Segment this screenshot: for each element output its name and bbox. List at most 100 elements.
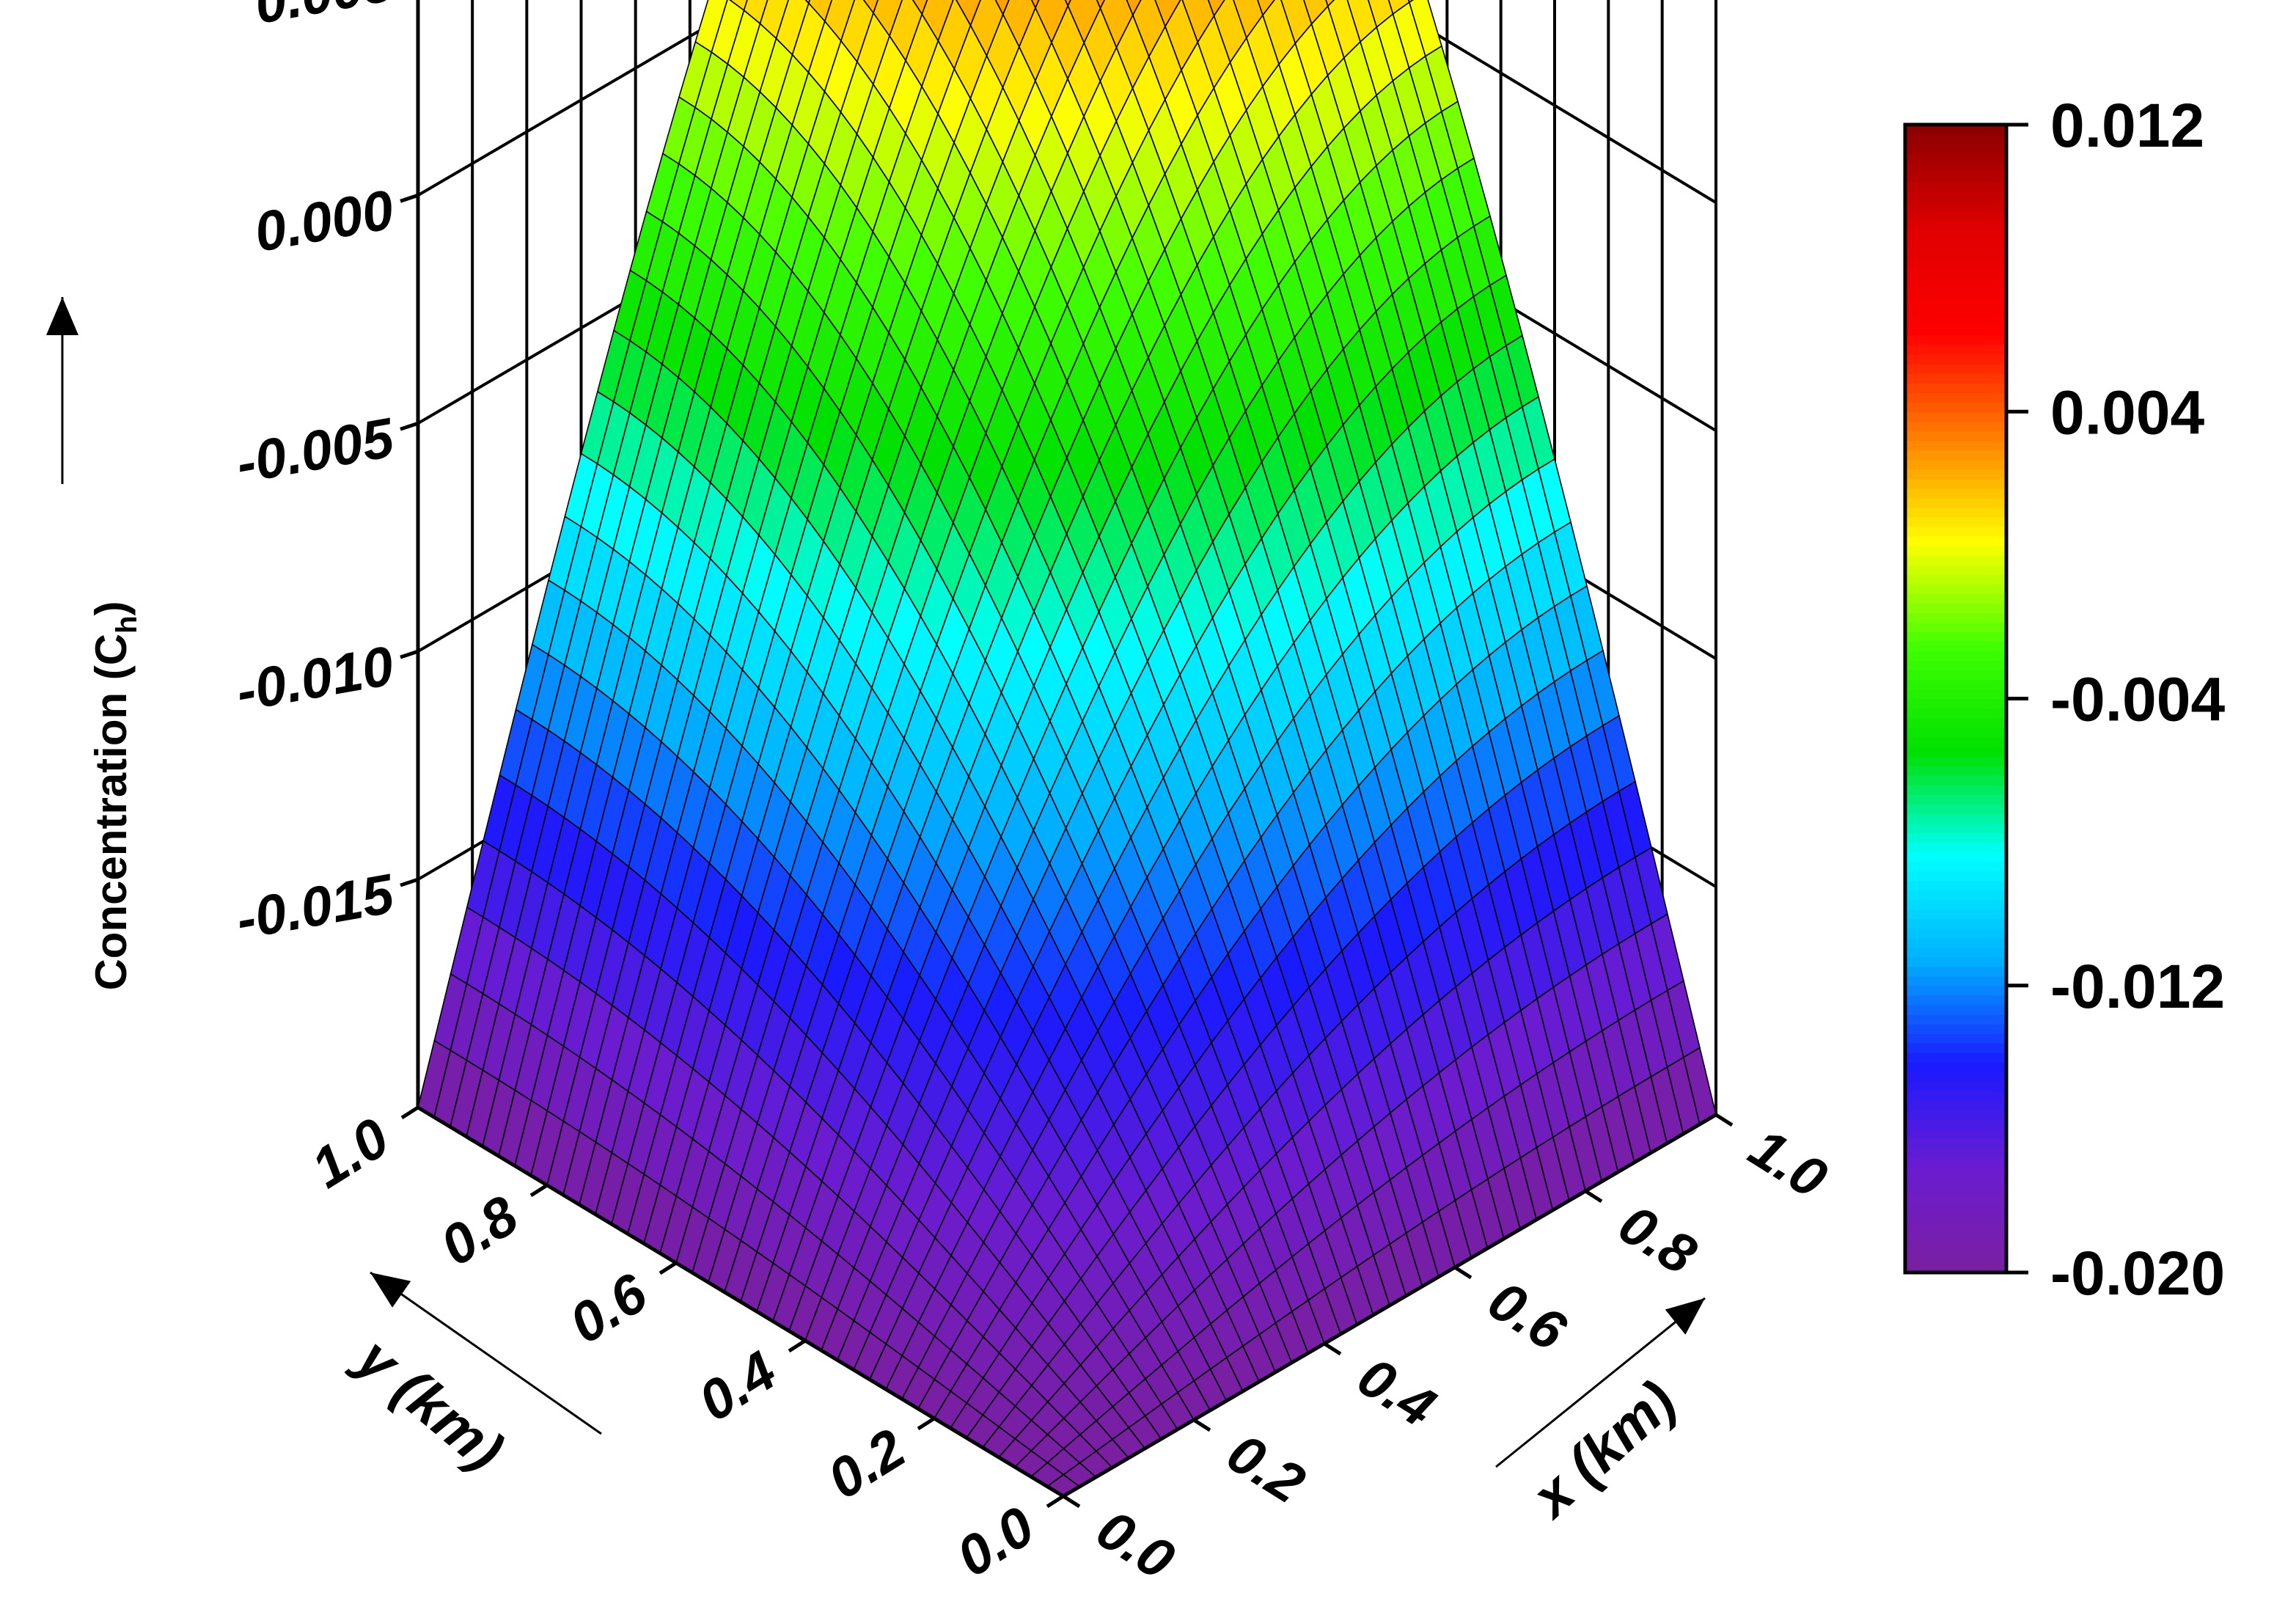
colorbar-band xyxy=(1905,975,2006,986)
colorbar-band xyxy=(1905,1129,2006,1140)
colorbar-band xyxy=(1905,1157,2006,1168)
x-tick-label: 0.4 xyxy=(1347,1345,1446,1439)
surface-cell xyxy=(1096,0,1105,10)
colorbar-band xyxy=(1905,985,2006,996)
colorbar-band xyxy=(1905,727,2006,738)
colorbar-band xyxy=(1905,1091,2006,1102)
y-tick-label: 0.4 xyxy=(688,1339,787,1433)
colorbar-band xyxy=(1905,909,2006,920)
surface-cell xyxy=(912,0,928,15)
colorbar-band xyxy=(1905,1224,2006,1235)
colorbar-band xyxy=(1905,469,2006,480)
colorbar-band xyxy=(1905,296,2006,307)
colorbar-band xyxy=(1905,239,2006,250)
x-direction-arrow-head xyxy=(1665,1298,1705,1335)
colorbar-band xyxy=(1905,698,2006,709)
colorbar-band xyxy=(1905,287,2006,298)
y-tick-label: 0.6 xyxy=(559,1261,658,1355)
x-tick-label: 0.0 xyxy=(1086,1498,1185,1592)
z-axis-label-group: Concentration (Ch) xyxy=(87,601,143,990)
y-axis-label-group: y (km) xyxy=(343,1323,516,1483)
colorbar-band xyxy=(1905,153,2006,164)
colorbar-tick-label: -0.020 xyxy=(2050,1239,2225,1308)
colorbar-band xyxy=(1905,679,2006,690)
surface-cell xyxy=(994,0,1010,15)
colorbar-band xyxy=(1905,564,2006,575)
x-tick-label: 1.0 xyxy=(1739,1116,1838,1210)
colorbar-band xyxy=(1905,1052,2006,1063)
x-axis-line xyxy=(1062,1113,1717,1498)
y-tick-label: 0.2 xyxy=(817,1417,916,1511)
z-tick-label: 0.005 xyxy=(250,0,400,36)
colorbar-band xyxy=(1905,1119,2006,1130)
y-tick-mark xyxy=(529,1183,549,1198)
colorbar-band xyxy=(1905,631,2006,642)
colorbar-band xyxy=(1905,842,2006,852)
colorbar-band xyxy=(1905,1033,2006,1044)
x-tick-mark xyxy=(1192,1418,1211,1432)
colorbar-band xyxy=(1905,995,2006,1006)
z-tick-label: 0.000 xyxy=(250,178,398,264)
colorbar-band xyxy=(1905,861,2006,872)
colorbar-band xyxy=(1905,315,2006,326)
colorbar-band xyxy=(1905,899,2006,910)
colorbar-band xyxy=(1905,516,2006,527)
colorbar-band xyxy=(1905,277,2006,288)
colorbar-band xyxy=(1905,478,2006,489)
colorbar-band xyxy=(1905,593,2006,604)
z-direction-arrow-head xyxy=(46,297,78,335)
colorbar-band xyxy=(1905,431,2006,442)
colorbar-band xyxy=(1905,364,2006,374)
surface-cell xyxy=(1207,0,1225,17)
x-direction-arrow-shaft xyxy=(1495,1297,1706,1468)
colorbar-band xyxy=(1905,1234,2006,1245)
colorbar-band xyxy=(1905,249,2006,260)
colorbar-band xyxy=(1905,622,2006,633)
colorbar-band xyxy=(1905,928,2006,939)
y-axis-line xyxy=(417,1105,1065,1498)
colorbar-tick-label: 0.004 xyxy=(2050,378,2204,447)
y-tick-label: 0.8 xyxy=(430,1184,529,1278)
colorbar-tick-label: 0.012 xyxy=(2050,91,2204,160)
colorbar-band xyxy=(1905,411,2006,422)
colorbar-band xyxy=(1905,191,2006,202)
colorbar-band xyxy=(1905,871,2006,882)
x-tick-mark xyxy=(1453,1265,1472,1280)
colorbar-band xyxy=(1905,1043,2006,1053)
colorbar-band xyxy=(1905,1176,2006,1187)
colorbar-band xyxy=(1905,880,2006,891)
z-tick-mark xyxy=(400,649,419,659)
colorbar-band xyxy=(1905,832,2006,843)
surface-cell xyxy=(1064,0,1071,7)
z-axis-label: Concentration (Ch) xyxy=(87,601,143,990)
colorbar-band xyxy=(1905,1186,2006,1197)
x-tick-label: 0.2 xyxy=(1217,1421,1316,1515)
colorbar-band xyxy=(1905,823,2006,833)
colorbar-band xyxy=(1905,1148,2006,1159)
colorbar-band xyxy=(1905,325,2006,336)
colorbar-band xyxy=(1905,1262,2006,1273)
colorbar-band xyxy=(1905,651,2006,662)
colorbar-band xyxy=(1905,755,2006,766)
y-axis-label: y (km) xyxy=(343,1323,516,1483)
colorbar-band xyxy=(1905,1167,2006,1178)
surface-cell xyxy=(1030,0,1040,9)
colorbar-band xyxy=(1905,660,2006,671)
colorbar-band xyxy=(1905,344,2006,355)
colorbar-band xyxy=(1905,1138,2006,1149)
colorbar-band xyxy=(1905,507,2006,518)
colorbar-band xyxy=(1905,334,2006,345)
x-tick-mark xyxy=(1062,1494,1081,1509)
colorbar-band xyxy=(1905,545,2006,556)
z-tick-mark xyxy=(400,421,419,431)
colorbar-band xyxy=(1905,1100,2006,1111)
y-tick-mark xyxy=(917,1416,936,1431)
colorbar-band xyxy=(1905,1004,2006,1015)
colorbar-band xyxy=(1905,1215,2006,1226)
colorbar-band xyxy=(1905,765,2006,776)
colorbar-band xyxy=(1905,708,2006,719)
colorbar-band xyxy=(1905,163,2006,174)
colorbar-band xyxy=(1905,134,2006,144)
x-tick-mark xyxy=(1323,1341,1342,1356)
